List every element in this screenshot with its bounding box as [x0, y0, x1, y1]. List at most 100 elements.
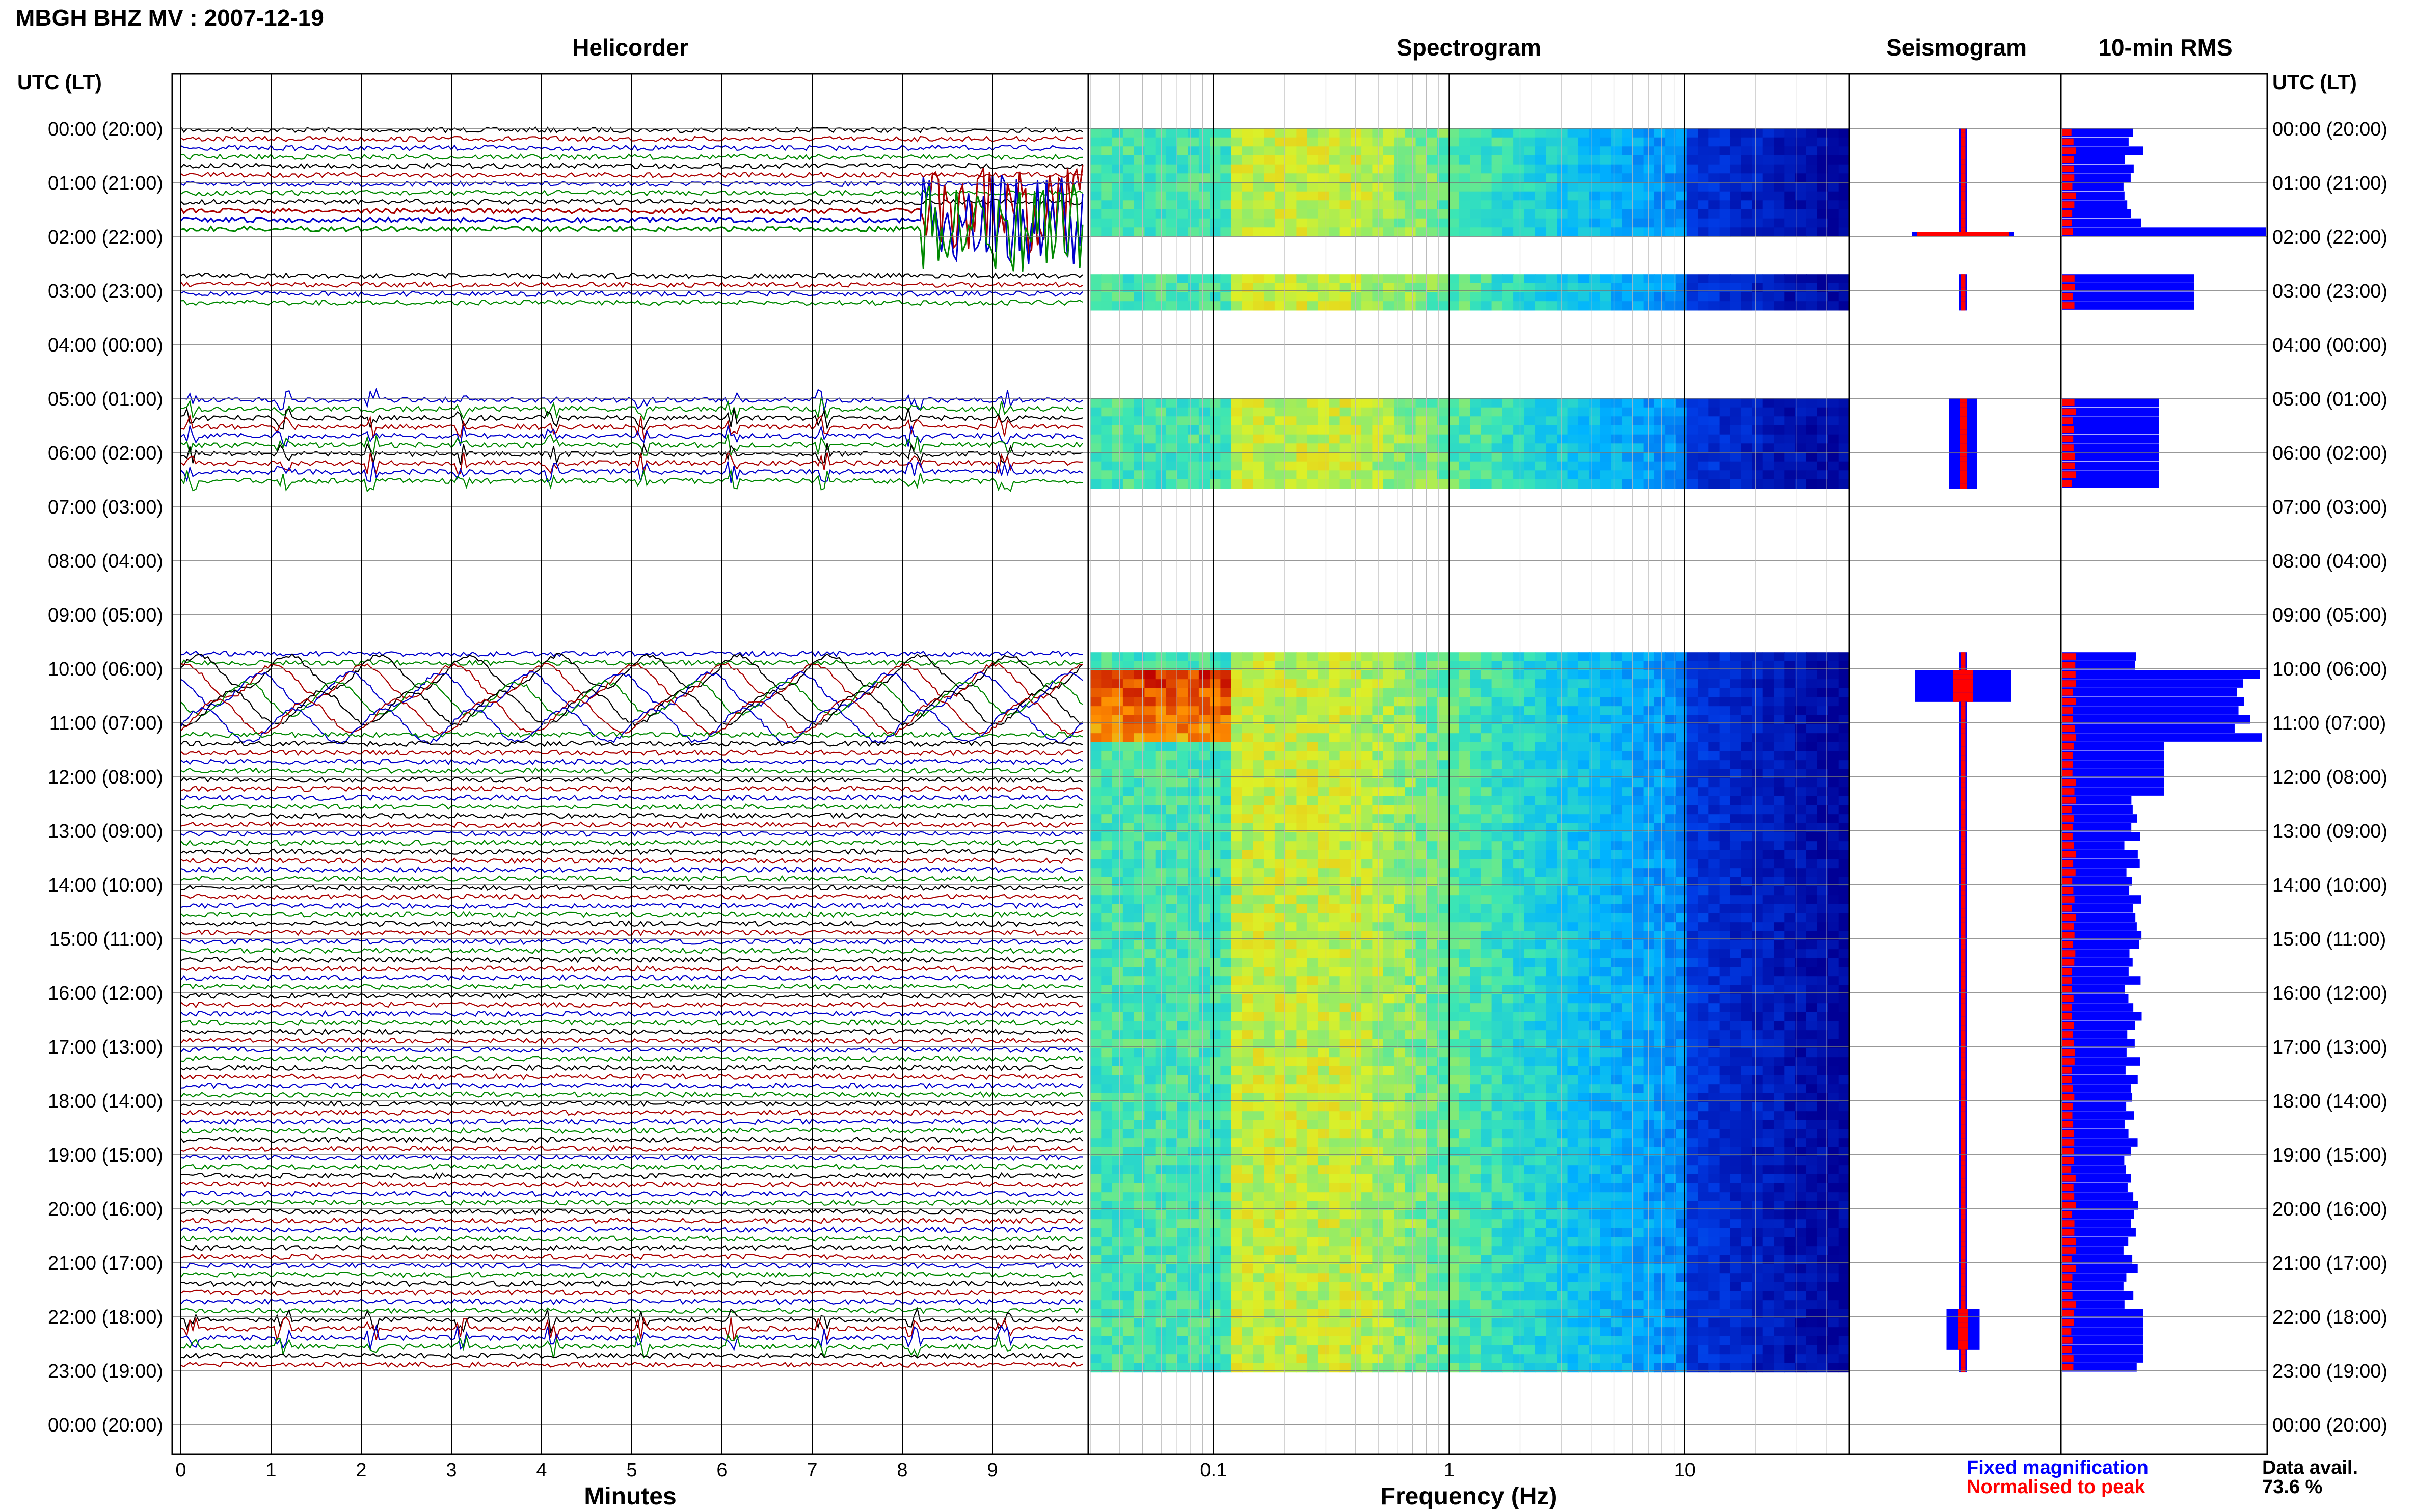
spectrogram-cell: [1318, 859, 1330, 869]
spectrogram-cell: [1405, 1030, 1416, 1040]
spectrogram-cell: [1502, 769, 1514, 779]
spectrogram-cell: [1274, 733, 1286, 743]
spectrogram-cell: [1589, 922, 1601, 932]
spectrogram-cell: [1535, 218, 1546, 228]
spectrogram-cell: [1122, 724, 1134, 734]
spectrogram-cell: [1101, 209, 1113, 219]
spectrogram-cell: [1448, 652, 1460, 662]
spectrogram-cell: [1318, 877, 1330, 887]
spectrogram-cell: [1394, 407, 1406, 417]
spectrogram-cell: [1177, 191, 1189, 201]
spectrogram-cell: [1134, 679, 1145, 689]
spectrogram-cell: [1220, 868, 1232, 878]
spectrogram-cell: [1350, 1003, 1362, 1013]
spectrogram-cell: [1231, 922, 1243, 932]
spectrogram-cell: [1600, 985, 1612, 995]
spectrogram-cell: [1405, 949, 1416, 959]
spectrogram-cell: [1774, 425, 1785, 435]
spectrogram-cell: [1112, 443, 1123, 453]
spectrogram-cell: [1838, 679, 1850, 689]
spectrogram-cell: [1665, 904, 1677, 914]
spectrogram-cell: [1329, 652, 1340, 662]
spectrogram-cell: [1459, 967, 1470, 977]
spectrogram-cell: [1752, 434, 1763, 444]
spectrogram-cell: [1101, 994, 1113, 1004]
spectrogram-cell: [1448, 461, 1460, 471]
spectrogram-cell: [1828, 227, 1839, 237]
spectrogram-cell: [1632, 688, 1644, 698]
spectrogram-cell: [1253, 697, 1265, 707]
spectrogram-cell: [1513, 274, 1525, 284]
spectrogram-cell: [1339, 191, 1351, 201]
spectrogram-cell: [1339, 652, 1351, 662]
spectrogram-cell: [1361, 913, 1373, 923]
spectrogram-cell: [1329, 670, 1340, 680]
spectrogram-cell: [1448, 958, 1460, 968]
spectrogram-cell: [1600, 967, 1612, 977]
spectrogram-cell: [1654, 886, 1666, 896]
spectrogram-cell: [1838, 301, 1850, 311]
spectrogram-cell: [1394, 796, 1406, 806]
spectrogram-cell: [1632, 697, 1644, 707]
spectrogram-cell: [1253, 443, 1265, 453]
spectrogram-cell: [1405, 760, 1416, 770]
spectrogram-cell: [1817, 976, 1829, 986]
spectrogram-cell: [1752, 164, 1763, 174]
spectrogram-cell: [1144, 173, 1156, 183]
spectrogram-cell: [1426, 796, 1438, 806]
spectrogram-cell: [1329, 859, 1340, 869]
spectrogram-cell: [1535, 778, 1546, 788]
spectrogram-cell: [1415, 1039, 1427, 1049]
spectrogram-cell: [1817, 967, 1829, 977]
spectrogram-cell: [1676, 1021, 1687, 1031]
spectrogram-cell: [1719, 769, 1731, 779]
spectrogram-cell: [1318, 1021, 1330, 1031]
spectrogram-cell: [1557, 994, 1568, 1004]
spectrogram-cell: [1372, 1012, 1384, 1022]
spectrogram-cell: [1361, 200, 1373, 210]
spectrogram-cell: [1730, 832, 1741, 842]
spectrogram-cell: [1524, 733, 1536, 743]
spectrogram-cell: [1698, 1012, 1709, 1022]
spectrogram-cell: [1654, 434, 1666, 444]
spectrogram-cell: [1134, 137, 1145, 147]
spectrogram-cell: [1752, 479, 1763, 489]
spectrogram-cell: [1567, 814, 1579, 824]
spectrogram-cell: [1253, 967, 1265, 977]
spectrogram-cell: [1177, 742, 1189, 752]
spectrogram-cell: [1567, 787, 1579, 797]
spectrogram-cell: [1589, 688, 1601, 698]
spectrogram-cell: [1383, 949, 1394, 959]
spectrogram-cell: [1253, 670, 1265, 680]
spectrogram-cell: [1264, 200, 1275, 210]
spectrogram-cell: [1524, 182, 1536, 192]
spectrogram-cell: [1448, 227, 1460, 237]
spectrogram-cell: [1296, 479, 1308, 489]
spectrogram-cell: [1253, 940, 1265, 950]
spectrogram-cell: [1622, 823, 1633, 833]
spectrogram-cell: [1405, 805, 1416, 815]
spectrogram-cell: [1231, 292, 1243, 302]
spectrogram-cell: [1546, 301, 1558, 311]
spectrogram-cell: [1405, 301, 1416, 311]
spectrogram-cell: [1470, 850, 1482, 860]
spectrogram-cell: [1676, 1003, 1687, 1013]
spectrogram-cell: [1210, 769, 1221, 779]
spectrogram-cell: [1122, 994, 1134, 1004]
spectrogram-cell: [1394, 128, 1406, 138]
spectrogram-cell: [1220, 877, 1232, 887]
spectrogram-cell: [1762, 416, 1774, 426]
spectrogram-cell: [1795, 760, 1807, 770]
spectrogram-cell: [1665, 985, 1677, 995]
spectrogram-cell: [1654, 1003, 1666, 1013]
spectrogram-cell: [1426, 877, 1438, 887]
spectrogram-cell: [1698, 886, 1709, 896]
spectrogram-cell: [1774, 470, 1785, 480]
spectrogram-cell: [1372, 283, 1384, 293]
spectrogram-cell: [1210, 787, 1221, 797]
spectrogram-cell: [1437, 706, 1449, 716]
spectrogram-cell: [1134, 949, 1145, 959]
spectrogram-cell: [1242, 128, 1254, 138]
spectrogram-cell: [1513, 913, 1525, 923]
spectrogram-cell: [1112, 724, 1123, 734]
